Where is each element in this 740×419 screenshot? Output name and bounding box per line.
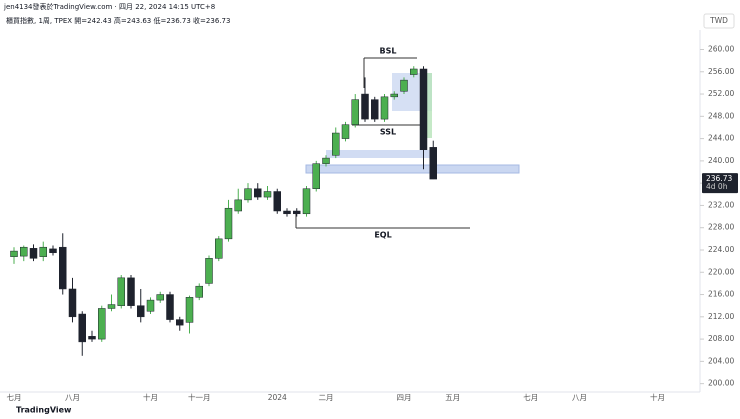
y-tick-label: 232.00 (708, 200, 734, 209)
x-tick-label: 二月 (319, 393, 334, 402)
candle-body (20, 246, 28, 257)
candle-body (361, 93, 369, 120)
candle-body (39, 246, 47, 257)
candle-body (166, 294, 174, 320)
legend-text: 櫃買指數, 1周, TPEX 開=242.43 高=243.63 低=236.7… (6, 16, 230, 25)
x-tick-label: 十一月 (188, 392, 211, 402)
x-tick-label: 十月 (650, 392, 665, 402)
candle-body (10, 250, 18, 257)
y-tick-label: 208.00 (708, 334, 734, 343)
y-tick-label: 260.00 (708, 44, 734, 53)
candle-body (312, 163, 320, 189)
countdown: 4d 0h (706, 182, 728, 191)
candle-body (215, 238, 223, 259)
x-tick-label: 2024 (268, 393, 287, 402)
candle-body (273, 191, 281, 212)
candle-body (351, 99, 359, 125)
bsl-label: BSL (380, 47, 397, 56)
candle-body (205, 258, 213, 284)
y-tick-label: 244.00 (708, 134, 734, 143)
candle-body (185, 297, 194, 323)
candle-body (29, 248, 38, 259)
candle-body (224, 207, 233, 240)
candle-body (419, 68, 428, 150)
eql-label: EQL (374, 231, 391, 240)
price-label: 236.73 (706, 174, 732, 183)
candle-body (244, 188, 252, 201)
candle-body (380, 96, 389, 120)
candle-body (410, 68, 418, 75)
y-tick-label: 220.00 (708, 267, 734, 276)
y-tick-label: 224.00 (708, 245, 734, 254)
currency-box[interactable] (703, 13, 735, 29)
x-tick-label: 八月 (572, 393, 587, 402)
candle-body (137, 305, 145, 318)
candle-body (107, 304, 116, 309)
y-tick-label: 204.00 (708, 356, 734, 365)
ssl-label: SSL (380, 128, 396, 137)
candle-body (322, 157, 330, 164)
candle-body (195, 285, 203, 298)
candle-body (234, 199, 242, 212)
candle-body (88, 336, 96, 340)
y-tick-label: 216.00 (708, 290, 734, 299)
y-tick-label: 240.00 (708, 156, 734, 165)
x-tick-label: 七月 (7, 393, 22, 402)
candle-body (68, 288, 77, 318)
y-tick-label: 252.00 (708, 89, 734, 98)
candle-body (59, 246, 67, 290)
zone (326, 150, 430, 158)
y-tick-label: 228.00 (708, 223, 734, 232)
x-tick-label: 十月 (143, 392, 158, 402)
candle-body (400, 79, 408, 92)
x-tick-label: 八月 (65, 393, 80, 402)
candle-body (293, 210, 301, 215)
currency: TWD (709, 16, 728, 25)
candle-body (283, 210, 291, 215)
price-label-box (702, 173, 738, 194)
y-tick-label: 200.00 (708, 379, 734, 388)
y-tick-label: 248.00 (708, 111, 734, 120)
brand: TradingView (16, 406, 72, 415)
candle-body (127, 277, 135, 306)
y-tick-label: 256.00 (708, 67, 734, 76)
candle-body (146, 299, 155, 312)
byline: jen4134發表於TradingView.com · 四月 22, 2024 … (3, 2, 215, 11)
y-tick-label: 212.00 (708, 312, 734, 321)
x-tick-label: 四月 (397, 393, 412, 402)
candle-body (117, 277, 125, 306)
x-tick-label: 七月 (523, 393, 538, 402)
candle-body (254, 188, 262, 198)
candle-body (98, 308, 106, 340)
candle-body (332, 132, 340, 156)
candle-body (156, 294, 164, 301)
candle-body (49, 248, 57, 254)
candle-body (78, 313, 86, 343)
x-tick-label: 五月 (445, 393, 460, 402)
candle-body (341, 124, 350, 139)
candle-body (429, 147, 437, 180)
candle-body (176, 319, 184, 326)
candle-body (263, 191, 272, 198)
candle-body (371, 99, 379, 120)
candle-body (390, 93, 398, 98)
zone (305, 164, 520, 174)
candle-body (302, 188, 311, 215)
